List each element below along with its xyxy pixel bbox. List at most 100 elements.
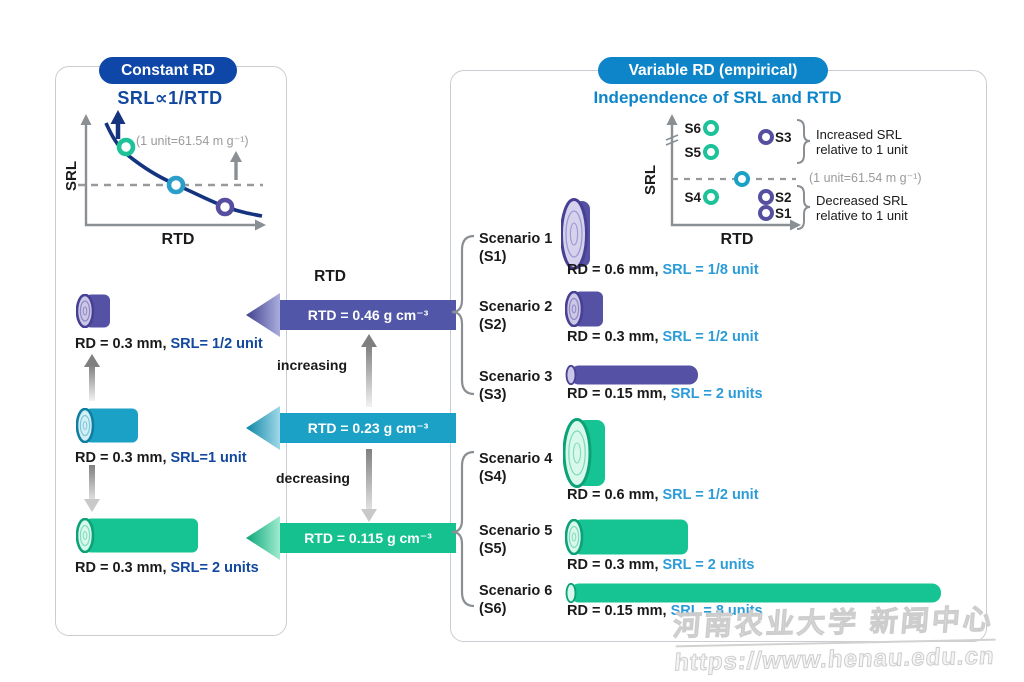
point-label-s2: S2 [775, 190, 792, 205]
navy-up-arrow-icon [110, 110, 126, 139]
srl-value: SRL=1 unit [170, 450, 247, 466]
cylinder-cyan-one-unit [76, 408, 138, 443]
curve-point-green [116, 137, 136, 157]
scenario-1-values: RD = 0.6 mm, SRL = 1/8 unit [567, 262, 759, 278]
rtd-bar-mid-label: RTD = 0.23 g cm⁻³ [307, 420, 429, 436]
point-label-s6: S6 [684, 121, 701, 136]
curve-point-purple [215, 197, 235, 217]
scenario-name: Scenario 5 [479, 523, 553, 539]
variable-rd-badge: Variable RD (empirical) [598, 57, 828, 84]
scenario-4-values: RD = 0.6 mm, SRL = 1/2 unit [567, 487, 759, 503]
point-label-s1: S1 [775, 206, 792, 221]
constant-rd-badge: Constant RD [99, 57, 237, 84]
scenario-5-label: Scenario 5 (S5) [479, 522, 552, 558]
cylinder-s1-disk [561, 198, 590, 270]
srl-value: SRL = 1/8 unit [662, 262, 759, 278]
point-s1 [758, 205, 774, 221]
plot-axes [80, 114, 266, 231]
reference-point-cyan [734, 171, 750, 187]
down-arrow-icon [84, 465, 100, 512]
scenario-4-label: Scenario 4 (S4) [479, 450, 552, 486]
y-axis-label: SRL [642, 165, 659, 195]
srl-value: SRL = 1/2 unit [662, 487, 759, 503]
srl-value: SRL= 2 units [170, 560, 259, 576]
rd-value: RD = 0.6 mm, [567, 262, 659, 278]
independence-scatter-plot: S6 S5 S3 S4 S2 S1 (1 unit=61.54 m g⁻¹) S… [642, 114, 922, 248]
point-label-s4: S4 [684, 190, 701, 205]
decreasing-arrow-icon [361, 449, 377, 522]
scenario-code: (S1) [479, 249, 507, 265]
decreased-note-line2: relative to 1 unit [816, 208, 908, 223]
point-s3 [758, 129, 774, 145]
srl-rtd-formula: SRL∝1/RTD [117, 88, 223, 108]
left-arrowhead-teal-icon [246, 406, 280, 450]
point-s6 [703, 120, 719, 136]
left-arrowhead-purple-icon [246, 293, 280, 337]
increased-note-line1: Increased SRL [816, 127, 902, 142]
rtd-bar-mid [280, 413, 456, 443]
cylinder-s2 [565, 291, 603, 327]
scenarios-4-6-brace [451, 450, 475, 608]
scenario-code: (S4) [479, 469, 507, 485]
cylinder-green-two-units [76, 518, 198, 553]
scenario-name: Scenario 2 [479, 299, 553, 315]
x-axis-label: RTD [162, 231, 195, 248]
cylinder-purple-half-unit [76, 294, 110, 328]
scenario-3-values: RD = 0.15 mm, SRL = 2 units [567, 386, 763, 402]
left-arrowhead-green-icon [246, 516, 280, 560]
cylinder-label-3: RD = 0.3 mm, SRL= 2 units [75, 560, 259, 576]
point-s4 [703, 189, 719, 205]
rd-value: RD = 0.15 mm, [567, 386, 667, 402]
scenario-group-braces [451, 234, 475, 608]
gray-up-arrow-icon [230, 151, 242, 180]
cylinder-label-1: RD = 0.3 mm, SRL= 1/2 unit [75, 336, 263, 352]
scenario-1-label: Scenario 1 (S1) [479, 230, 552, 266]
independence-subtitle: Independence of SRL and RTD [593, 88, 842, 107]
scenario-name: Scenario 6 [479, 583, 553, 599]
srl-value: SRL = 2 units [662, 557, 755, 573]
cylinder-s3 [565, 365, 698, 385]
rd-value: RD = 0.3 mm, [75, 560, 167, 576]
cylinder-s6 [565, 583, 941, 603]
point-s5 [703, 144, 719, 160]
rd-value: RD = 0.3 mm, [75, 336, 167, 352]
point-label-s3: S3 [775, 130, 792, 145]
rd-value: RD = 0.3 mm, [75, 450, 167, 466]
scenario-3-label: Scenario 3 (S3) [479, 368, 552, 404]
cylinder-s4 [563, 418, 605, 488]
scatter-axes [665, 114, 801, 231]
increasing-arrow-icon [361, 334, 377, 407]
scenario-code: (S5) [479, 541, 507, 557]
variable-rd-panel [450, 70, 987, 642]
cylinder-label-2: RD = 0.3 mm, SRL=1 unit [75, 450, 247, 466]
curve-point-cyan [166, 175, 186, 195]
scenario-6-values: RD = 0.15 mm, SRL = 8 units [567, 603, 763, 619]
increasing-label: increasing [277, 357, 348, 373]
unit-note: (1 unit=61.54 m g⁻¹) [809, 171, 922, 185]
decreasing-label: decreasing [276, 470, 350, 486]
scenario-name: Scenario 4 [479, 451, 553, 467]
srl-value: SRL= 1/2 unit [170, 336, 263, 352]
x-axis-label: RTD [721, 231, 754, 248]
scenario-name: Scenario 3 [479, 369, 553, 385]
increased-brace [796, 119, 811, 164]
rtd-bar-low-label: RTD = 0.115 g cm⁻³ [304, 530, 432, 546]
cylinder-s5 [565, 519, 688, 555]
up-arrow-icon [84, 354, 100, 401]
scenario-2-values: RD = 0.3 mm, SRL = 1/2 unit [567, 329, 759, 345]
rd-value: RD = 0.6 mm, [567, 487, 659, 503]
scenario-6-label: Scenario 6 (S6) [479, 582, 552, 618]
rd-value: RD = 0.3 mm, [567, 557, 659, 573]
decreased-brace [796, 185, 811, 230]
srl-value: SRL = 2 units [670, 386, 763, 402]
rd-value: RD = 0.15 mm, [567, 603, 667, 619]
rtd-bar-high [280, 300, 456, 330]
point-label-s5: S5 [684, 145, 701, 160]
rtd-column-title: RTD [314, 268, 346, 285]
rd-value: RD = 0.3 mm, [567, 329, 659, 345]
scenario-2-label: Scenario 2 (S2) [479, 298, 552, 334]
scenario-code: (S2) [479, 317, 507, 333]
scenario-name: Scenario 1 [479, 231, 553, 247]
scenarios-1-3-brace [451, 234, 475, 396]
